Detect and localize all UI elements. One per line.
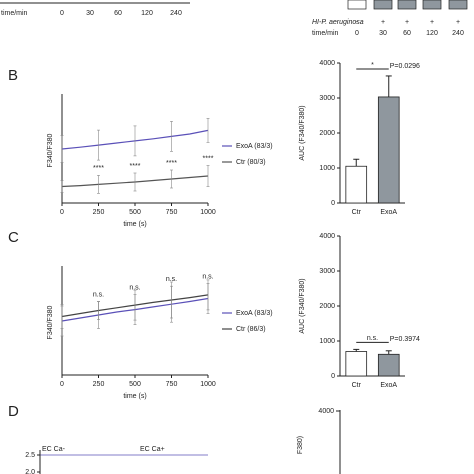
bar — [377, 96, 400, 204]
y-axis-label: F380) — [297, 436, 304, 454]
bar-fragment — [422, 0, 442, 10]
time-label: 30 — [379, 30, 387, 37]
x-tick-label: 250 — [93, 209, 105, 216]
y-tick-label: 2.0 — [25, 469, 35, 474]
y-tick-label: 4000 — [319, 60, 335, 67]
y-axis-label: F340/F380 — [47, 133, 54, 167]
x-tick-label: 250 — [93, 381, 105, 388]
bar — [345, 351, 368, 377]
row-label: time/min — [312, 30, 339, 37]
time-label: 120 — [141, 10, 153, 17]
p-value: P=0.0296 — [390, 63, 420, 70]
bar — [345, 165, 368, 204]
y-axis-label: AUC (F340/F380) — [299, 278, 306, 333]
x-axis-label: time (s) — [123, 393, 146, 400]
annotation: EC Ca- — [42, 446, 66, 453]
significance-label: **** — [166, 160, 177, 167]
significance-label: n.s. — [93, 291, 104, 298]
x-tick-label: Ctr — [352, 209, 362, 216]
annotation: EC Ca+ — [140, 446, 165, 453]
y-axis-label: AUC (F340/F380) — [299, 105, 306, 160]
x-tick-label: Ctr — [352, 382, 362, 389]
significance-label: * — [371, 62, 374, 69]
time-label: 240 — [170, 10, 182, 17]
x-tick-label: 1000 — [200, 381, 216, 388]
x-tick-label: 750 — [166, 381, 178, 388]
y-tick-label: 3000 — [319, 95, 335, 102]
y-tick-label: 4000 — [319, 233, 335, 240]
significance-label: n.s. — [129, 284, 140, 291]
legend-label: ExoA (83/3) — [236, 310, 273, 317]
time-label: 120 — [426, 30, 438, 37]
y-tick-label: 1000 — [319, 165, 335, 172]
bar — [377, 353, 400, 377]
time-label: 60 — [114, 10, 122, 17]
x-axis-label: time (s) — [123, 221, 146, 228]
time-label: 240 — [452, 30, 464, 37]
p-value: P=0.3974 — [390, 336, 420, 343]
y-tick-label: 2.5 — [25, 452, 35, 459]
treatment-value: + — [381, 19, 385, 26]
significance-label: n.s. — [202, 273, 213, 280]
y-tick-label: 1000 — [319, 338, 335, 345]
treatment-value: + — [456, 19, 460, 26]
x-tick-label: 1000 — [200, 209, 216, 216]
treatment-value: - — [356, 19, 359, 26]
treatment-value: + — [430, 19, 434, 26]
y-tick-label: 3000 — [319, 268, 335, 275]
x-tick-label: 750 — [166, 209, 178, 216]
legend-label: Ctr (80/3) — [236, 159, 266, 166]
bar-fragment — [448, 0, 468, 10]
bar-fragment — [373, 0, 393, 10]
treatment-value: + — [405, 19, 409, 26]
time-label: 0 — [60, 10, 64, 17]
significance-label: **** — [130, 163, 141, 170]
y-tick-label: 0 — [331, 200, 335, 207]
y-tick-label: 4000 — [318, 408, 334, 415]
bar-fragment — [397, 0, 417, 10]
panel-label: D — [8, 403, 19, 420]
time-label: 0 — [355, 30, 359, 37]
time-label: 30 — [86, 10, 94, 17]
significance-label: **** — [203, 155, 214, 162]
significance-label: **** — [93, 165, 104, 172]
x-tick-label: ExoA — [380, 382, 397, 389]
significance-label: n.s. — [166, 276, 177, 283]
panel-label: C — [8, 229, 19, 246]
bar-fragment — [347, 0, 367, 10]
y-tick-label: 2000 — [319, 130, 335, 137]
x-tick-label: 500 — [129, 209, 141, 216]
x-tick-label: 0 — [60, 381, 64, 388]
y-tick-label: 0 — [331, 373, 335, 380]
panel-label: B — [8, 67, 18, 84]
y-tick-label: 2000 — [319, 303, 335, 310]
x-tick-label: ExoA — [380, 209, 397, 216]
legend-label: Ctr (86/3) — [236, 326, 266, 333]
significance-label: n.s. — [367, 335, 378, 342]
y-axis-label: F340/F380 — [47, 305, 54, 339]
treatment-label: HI-P. aeruginosa — [312, 19, 364, 26]
time-label: 60 — [403, 30, 411, 37]
row-label: time/min — [1, 10, 28, 17]
x-tick-label: 500 — [129, 381, 141, 388]
x-tick-label: 0 — [60, 209, 64, 216]
legend-label: ExoA (83/3) — [236, 143, 273, 150]
